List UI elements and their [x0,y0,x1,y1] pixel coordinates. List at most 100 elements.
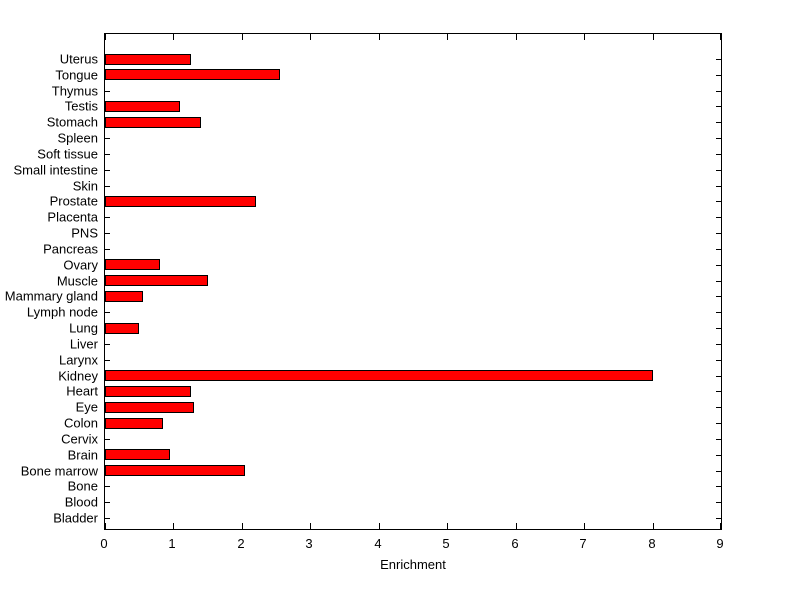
y-tick-label: Cervix [61,431,98,447]
y-tick-label: Lung [69,320,98,336]
x-tick [310,523,311,529]
x-tick [105,34,106,40]
bar [105,418,163,429]
x-tick [105,523,106,529]
x-tick [242,34,243,40]
y-tick-label: Small intestine [13,162,98,178]
x-tick [720,523,721,529]
y-tick [716,106,721,107]
y-tick [716,423,721,424]
y-tick-label: Larynx [58,352,98,368]
y-tick-label: Brain [67,447,98,463]
y-tick [716,186,721,187]
y-tick [716,138,721,139]
y-tick-label: Bone marrow [20,463,98,479]
x-tick-label: 9 [716,536,724,551]
x-tick [447,34,448,40]
x-tick-label: 3 [305,536,313,551]
y-tick-label: Colon [64,415,98,431]
y-tick [105,186,110,187]
x-axis-title: Enrichment [380,557,446,572]
bar [105,259,160,270]
y-tick [105,312,110,313]
x-tick-label: 8 [648,536,656,551]
y-tick-label: Stomach [46,114,98,130]
x-tick-label: 1 [168,536,176,551]
y-tick-label: Liver [69,336,98,352]
y-tick [105,518,110,519]
bar [105,449,170,460]
x-tick-label: 4 [374,536,382,551]
y-tick [716,281,721,282]
x-tick [379,34,380,40]
x-tick [447,523,448,529]
bar [105,291,143,302]
y-tick-label: Lymph node [26,304,98,320]
y-tick-label: Eye [75,399,98,415]
x-tick [242,523,243,529]
y-tick [105,360,110,361]
y-tick [716,455,721,456]
x-tick [720,34,721,40]
x-tick [584,34,585,40]
y-tick [716,376,721,377]
y-tick-label: Testis [64,98,98,114]
bar [105,101,180,112]
y-tick [716,486,721,487]
y-tick [716,296,721,297]
plot-area [104,33,722,530]
x-tick [516,34,517,40]
y-tick [716,439,721,440]
y-tick-label: Pancreas [43,241,98,257]
x-tick [653,34,654,40]
x-tick [584,523,585,529]
y-tick [716,75,721,76]
y-tick-label: Tongue [55,67,98,83]
y-tick [105,91,110,92]
bar [105,196,256,207]
y-tick-label: Heart [66,383,98,399]
y-tick [716,249,721,250]
y-tick [105,249,110,250]
y-tick [716,391,721,392]
y-tick [716,518,721,519]
x-tick-label: 7 [579,536,587,551]
y-tick [716,201,721,202]
y-tick [716,170,721,171]
y-tick [105,502,110,503]
bar [105,69,280,80]
y-tick-label: Bladder [53,510,98,526]
x-tick-label: 5 [442,536,450,551]
y-tick [105,233,110,234]
x-tick [516,523,517,529]
y-tick [716,502,721,503]
y-tick-label: Thymus [51,83,98,99]
x-tick [653,523,654,529]
y-tick [105,138,110,139]
x-tick [379,523,380,529]
bar [105,323,139,334]
y-tick-label: Muscle [56,273,98,289]
y-tick-label: Ovary [63,257,98,273]
x-tick [310,34,311,40]
y-tick [716,154,721,155]
bar [105,117,201,128]
y-tick [716,344,721,345]
y-tick [716,265,721,266]
x-tick-label: 2 [237,536,245,551]
y-tick [716,360,721,361]
y-tick [105,217,110,218]
y-tick-label: Placenta [47,209,98,225]
bar [105,465,245,476]
y-tick [105,154,110,155]
y-tick-label: Kidney [58,368,98,384]
y-tick [716,122,721,123]
x-tick [173,34,174,40]
y-tick-label: Skin [72,178,98,194]
y-tick [716,217,721,218]
bar [105,54,191,65]
y-tick [716,328,721,329]
y-tick [105,439,110,440]
y-tick-label: Prostate [49,193,98,209]
